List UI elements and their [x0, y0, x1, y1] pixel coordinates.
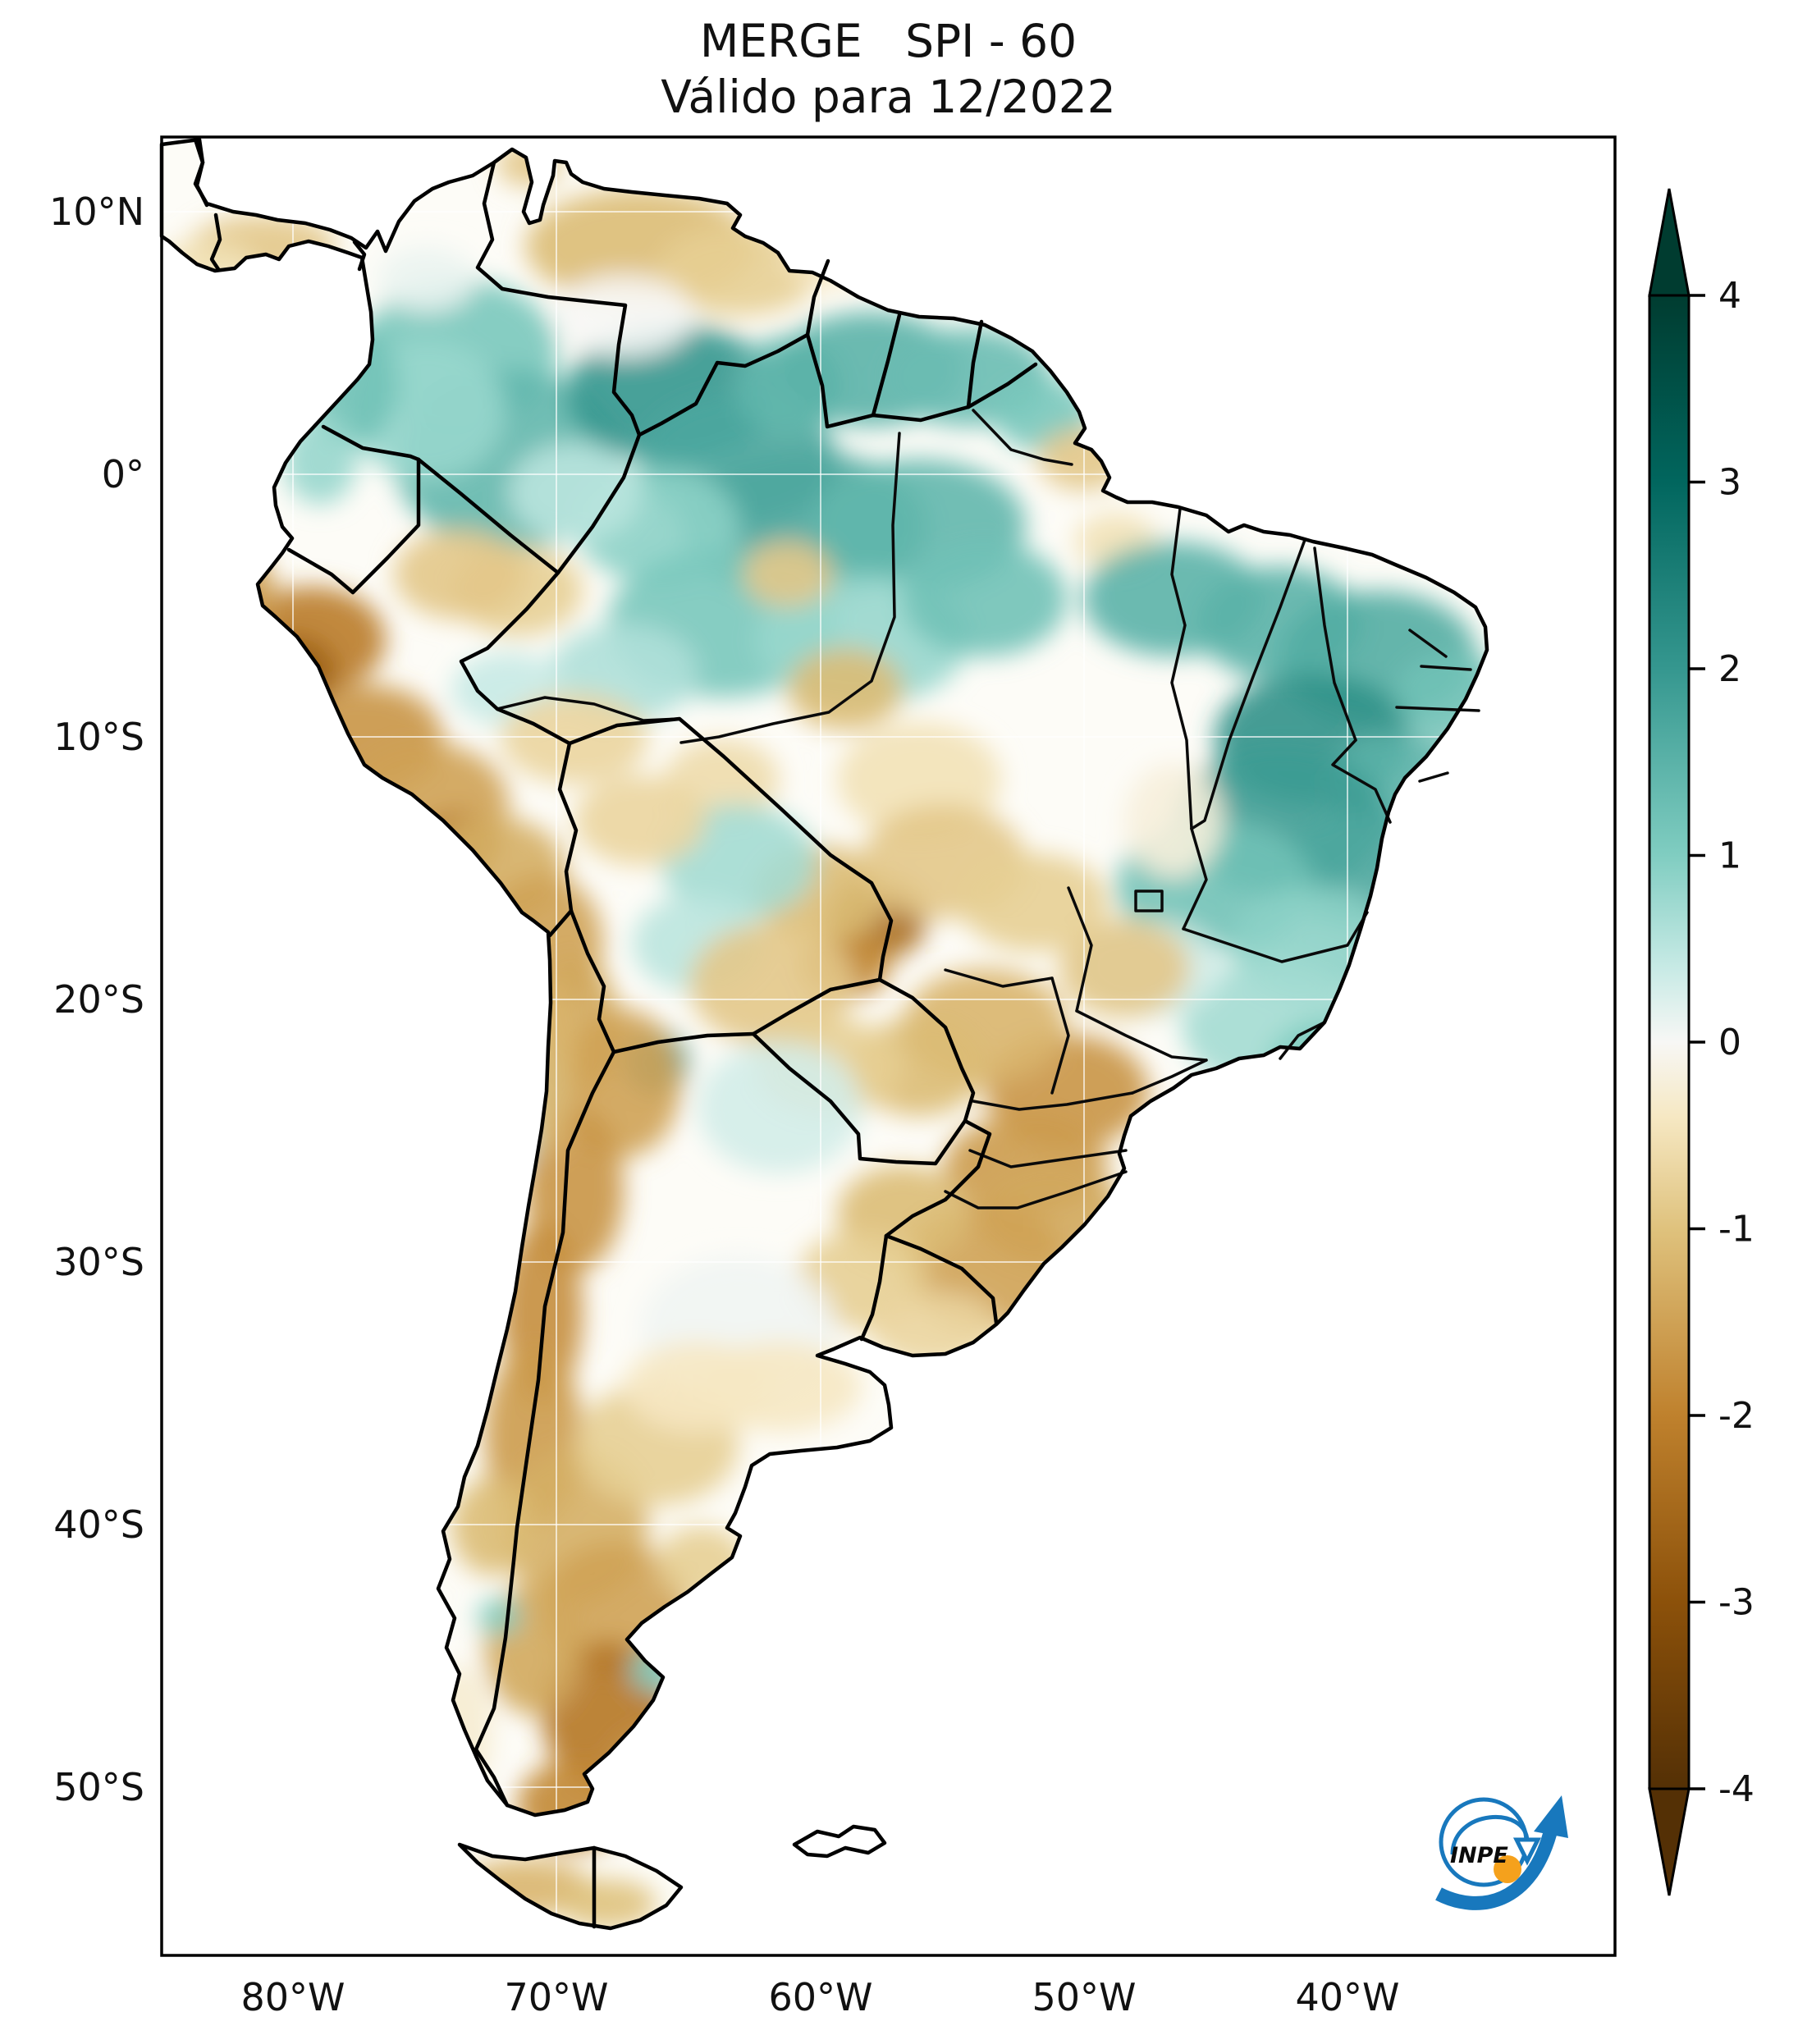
inpe-logo: INPE [1435, 1795, 1568, 1910]
svg-text:40°S: 40°S [53, 1502, 144, 1547]
spi-field-layer [162, 141, 1487, 1928]
svg-text:50°S: 50°S [53, 1765, 144, 1809]
state-borders [496, 409, 1480, 1209]
svg-text:4: 4 [1718, 275, 1741, 317]
svg-text:10°S: 10°S [53, 715, 144, 759]
svg-text:-1: -1 [1718, 1209, 1755, 1251]
x-axis-labels: 80°W 70°W 60°W 50°W 40°W [240, 1975, 1399, 2019]
graticule [162, 137, 1615, 1955]
y-axis-labels: 10°N 0° 10°S 20°S 30°S 40°S 50°S [49, 190, 144, 1809]
svg-text:0: 0 [1718, 1022, 1741, 1063]
logo-text: INPE [1450, 1843, 1508, 1868]
colorbar-labels: 4 3 2 1 0 -1 -2 -3 -4 [1718, 275, 1755, 1810]
svg-text:20°S: 20°S [53, 977, 144, 1022]
svg-text:60°W: 60°W [768, 1975, 872, 2019]
logo-swoosh [1435, 1824, 1559, 1910]
logo-spiral-arrowhead [1512, 1837, 1542, 1866]
colorbar-arrow-bottom [1648, 1787, 1690, 1896]
svg-text:0°: 0° [102, 452, 144, 496]
colorbar-arrow-top [1648, 188, 1690, 297]
svg-text:40°W: 40°W [1295, 1975, 1399, 2019]
colorbar-ticks [1689, 294, 1705, 1790]
title-line-1: MERGE SPI - 60 [699, 15, 1077, 67]
svg-text:70°W: 70°W [504, 1975, 608, 2019]
title-line-2: Válido para 12/2022 [661, 71, 1116, 123]
plot-frame [160, 135, 1617, 1957]
svg-text:-2: -2 [1718, 1395, 1755, 1437]
logo-swoosh-arrowhead [1534, 1795, 1568, 1838]
chart-title: MERGE SPI - 60 Válido para 12/2022 [162, 13, 1615, 125]
svg-text:30°S: 30°S [53, 1240, 144, 1284]
svg-text:10°N: 10°N [49, 190, 144, 234]
colorbar: 4 3 2 1 0 -1 -2 -3 -4 [1648, 188, 1755, 1896]
coastline [159, 137, 1489, 1931]
falkland-islands [794, 1827, 885, 1856]
svg-text:-4: -4 [1718, 1768, 1755, 1810]
svg-text:-3: -3 [1718, 1582, 1755, 1624]
svg-text:2: 2 [1718, 648, 1741, 690]
logo-orange-dot [1494, 1855, 1521, 1883]
colorbar-gradient [1648, 294, 1690, 1790]
logo-spiral [1450, 1815, 1530, 1855]
svg-text:1: 1 [1718, 835, 1741, 877]
svg-text:3: 3 [1718, 462, 1741, 504]
svg-text:50°W: 50°W [1032, 1975, 1136, 2019]
svg-text:80°W: 80°W [240, 1975, 345, 2019]
